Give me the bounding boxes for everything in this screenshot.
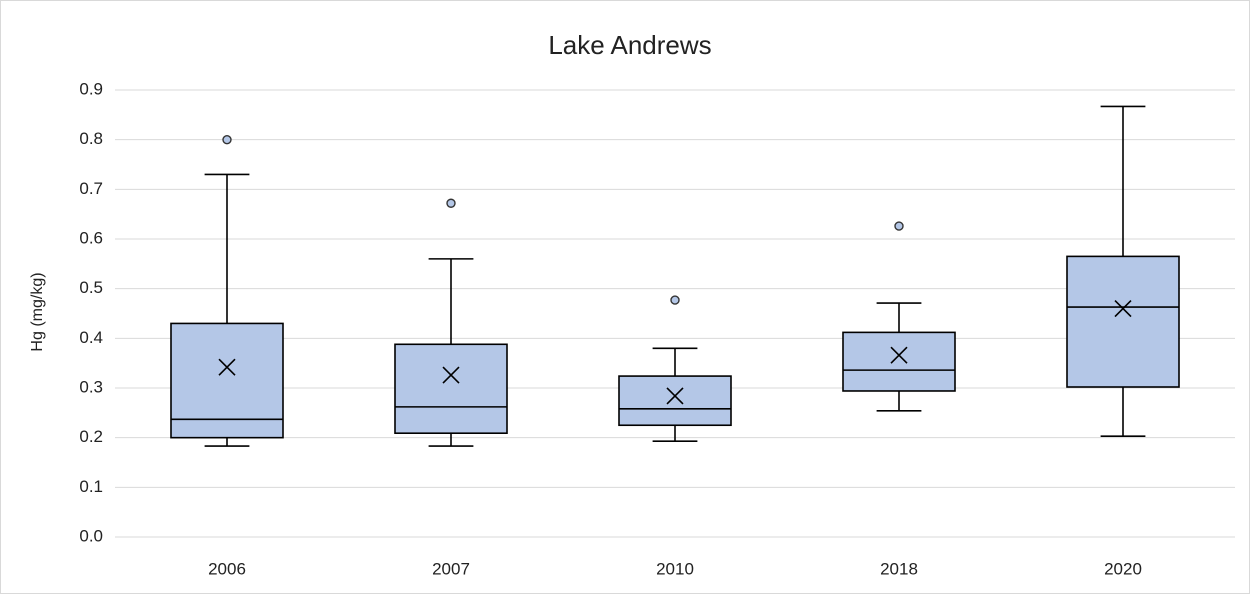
y-tick-label: 0.9: [79, 79, 103, 98]
outlier: [222, 134, 232, 145]
mean-marker: [890, 346, 908, 364]
y-axis-label: Hg (mg/kg): [29, 272, 46, 351]
x-tick-label: 2007: [432, 559, 470, 578]
x-tick-label: 2020: [1104, 559, 1142, 578]
chart-title: Lake Andrews: [548, 30, 711, 60]
mean-marker: [666, 387, 684, 405]
mean-marker: [1114, 299, 1132, 318]
x-tick-label: 2018: [880, 559, 918, 578]
y-tick-label: 0.3: [79, 377, 103, 396]
box: [1066, 255, 1180, 388]
x-tick-label: 2010: [656, 559, 694, 578]
outlier: [446, 198, 456, 208]
y-tick-label: 0.8: [79, 129, 103, 148]
outlier: [894, 221, 904, 231]
box: [170, 322, 284, 439]
y-tick-label: 0.2: [79, 427, 103, 446]
y-tick-label: 0.0: [79, 526, 103, 545]
y-tick-label: 0.6: [79, 228, 103, 247]
outlier: [670, 295, 680, 305]
x-tick-label: 2006: [208, 559, 246, 578]
box: [618, 375, 732, 427]
y-tick-label: 0.1: [79, 477, 103, 496]
box: [842, 331, 956, 392]
y-tick-label: 0.7: [79, 179, 103, 198]
y-tick-label: 0.5: [79, 278, 103, 297]
mean-marker: [442, 366, 460, 384]
y-tick-label: 0.4: [79, 328, 103, 347]
mean-marker: [218, 358, 236, 376]
box: [394, 343, 508, 434]
